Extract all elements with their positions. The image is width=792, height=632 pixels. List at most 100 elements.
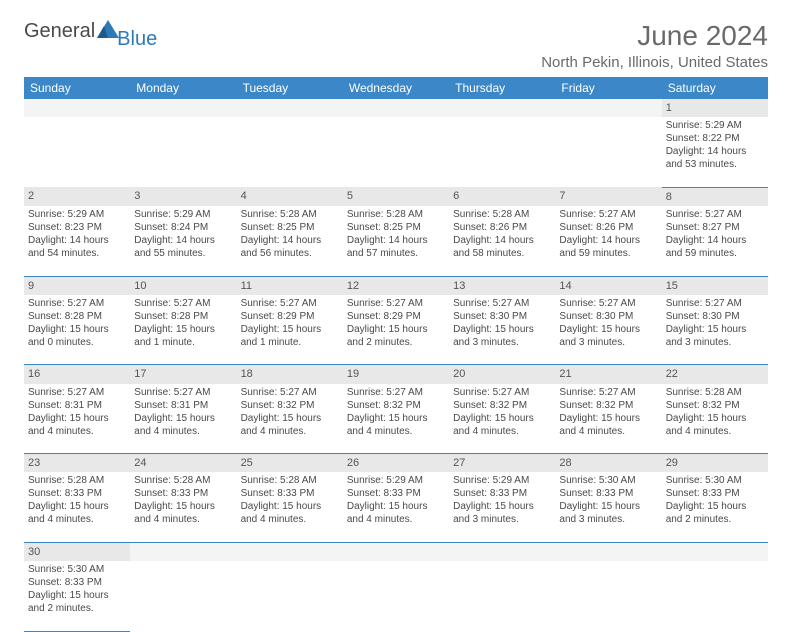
calendar-body: 1Sunrise: 5:29 AMSunset: 8:22 PMDaylight… xyxy=(24,99,768,631)
day-content-cell: Sunrise: 5:28 AMSunset: 8:33 PMDaylight:… xyxy=(237,472,343,542)
month-title: June 2024 xyxy=(541,20,768,52)
day-content-cell: Sunrise: 5:27 AMSunset: 8:29 PMDaylight:… xyxy=(343,295,449,365)
day-content-cell: Sunrise: 5:29 AMSunset: 8:23 PMDaylight:… xyxy=(24,206,130,276)
cell-d2: and 4 minutes. xyxy=(347,513,445,526)
day-content-cell: Sunrise: 5:28 AMSunset: 8:33 PMDaylight:… xyxy=(130,472,236,542)
day-content-cell xyxy=(24,117,130,187)
cell-d1: Daylight: 15 hours xyxy=(666,412,764,425)
day-number-cell: 22 xyxy=(662,365,768,384)
cell-d1: Daylight: 15 hours xyxy=(559,412,657,425)
day-number-cell: 20 xyxy=(449,365,555,384)
cell-sr: Sunrise: 5:27 AM xyxy=(559,386,657,399)
day-number-cell: 1 xyxy=(662,99,768,117)
cell-ss: Sunset: 8:33 PM xyxy=(28,487,126,500)
cell-sr: Sunrise: 5:28 AM xyxy=(134,474,232,487)
cell-d2: and 4 minutes. xyxy=(347,425,445,438)
day-number-cell: 11 xyxy=(237,276,343,295)
cell-sr: Sunrise: 5:28 AM xyxy=(666,386,764,399)
day-content-cell: Sunrise: 5:27 AMSunset: 8:31 PMDaylight:… xyxy=(24,384,130,454)
cell-d2: and 2 minutes. xyxy=(28,602,126,615)
cell-d1: Daylight: 14 hours xyxy=(666,145,764,158)
day-content-cell: Sunrise: 5:27 AMSunset: 8:32 PMDaylight:… xyxy=(555,384,661,454)
cell-d1: Daylight: 15 hours xyxy=(559,500,657,513)
cell-d1: Daylight: 15 hours xyxy=(28,500,126,513)
cell-d2: and 4 minutes. xyxy=(241,513,339,526)
day-number-cell: 2 xyxy=(24,187,130,206)
day-number-cell xyxy=(343,99,449,117)
day-number-cell xyxy=(555,99,661,117)
cell-d2: and 3 minutes. xyxy=(559,336,657,349)
cell-sr: Sunrise: 5:27 AM xyxy=(666,208,764,221)
cell-ss: Sunset: 8:33 PM xyxy=(453,487,551,500)
day-content-cell: Sunrise: 5:27 AMSunset: 8:32 PMDaylight:… xyxy=(449,384,555,454)
cell-ss: Sunset: 8:22 PM xyxy=(666,132,764,145)
day-number-row: 9101112131415 xyxy=(24,276,768,295)
cell-sr: Sunrise: 5:29 AM xyxy=(347,474,445,487)
cell-d2: and 1 minute. xyxy=(241,336,339,349)
cell-d2: and 0 minutes. xyxy=(28,336,126,349)
cell-sr: Sunrise: 5:28 AM xyxy=(241,208,339,221)
day-number-cell: 30 xyxy=(24,542,130,561)
day-content-row: Sunrise: 5:27 AMSunset: 8:31 PMDaylight:… xyxy=(24,384,768,454)
cell-ss: Sunset: 8:33 PM xyxy=(134,487,232,500)
header: General Blue June 2024 North Pekin, Illi… xyxy=(24,20,768,71)
day-content-cell xyxy=(662,561,768,631)
cell-d2: and 59 minutes. xyxy=(666,247,764,260)
cell-d2: and 4 minutes. xyxy=(134,425,232,438)
cell-d1: Daylight: 15 hours xyxy=(28,589,126,602)
cell-sr: Sunrise: 5:27 AM xyxy=(28,386,126,399)
cell-ss: Sunset: 8:26 PM xyxy=(453,221,551,234)
cell-d2: and 3 minutes. xyxy=(666,336,764,349)
cell-d2: and 4 minutes. xyxy=(559,425,657,438)
cell-ss: Sunset: 8:30 PM xyxy=(453,310,551,323)
day-number-cell: 25 xyxy=(237,454,343,473)
cell-d2: and 3 minutes. xyxy=(559,513,657,526)
day-number-cell: 6 xyxy=(449,187,555,206)
cell-ss: Sunset: 8:27 PM xyxy=(666,221,764,234)
cell-ss: Sunset: 8:32 PM xyxy=(559,399,657,412)
cell-ss: Sunset: 8:33 PM xyxy=(666,487,764,500)
day-content-cell xyxy=(237,117,343,187)
day-number-cell: 14 xyxy=(555,276,661,295)
day-content-cell: Sunrise: 5:27 AMSunset: 8:30 PMDaylight:… xyxy=(662,295,768,365)
cell-d2: and 53 minutes. xyxy=(666,158,764,171)
cell-d1: Daylight: 15 hours xyxy=(347,323,445,336)
day-number-cell: 27 xyxy=(449,454,555,473)
cell-sr: Sunrise: 5:28 AM xyxy=(241,474,339,487)
day-content-cell: Sunrise: 5:29 AMSunset: 8:33 PMDaylight:… xyxy=(343,472,449,542)
cell-sr: Sunrise: 5:30 AM xyxy=(666,474,764,487)
cell-ss: Sunset: 8:30 PM xyxy=(559,310,657,323)
cell-d2: and 4 minutes. xyxy=(666,425,764,438)
cell-d1: Daylight: 14 hours xyxy=(453,234,551,247)
cell-d1: Daylight: 15 hours xyxy=(453,323,551,336)
cell-d1: Daylight: 15 hours xyxy=(666,323,764,336)
cell-ss: Sunset: 8:24 PM xyxy=(134,221,232,234)
day-number-row: 23242526272829 xyxy=(24,454,768,473)
day-content-cell: Sunrise: 5:27 AMSunset: 8:27 PMDaylight:… xyxy=(662,206,768,276)
cell-ss: Sunset: 8:25 PM xyxy=(241,221,339,234)
cell-ss: Sunset: 8:28 PM xyxy=(134,310,232,323)
day-number-cell xyxy=(24,99,130,117)
day-number-cell: 5 xyxy=(343,187,449,206)
day-number-cell xyxy=(449,99,555,117)
cell-d1: Daylight: 15 hours xyxy=(134,500,232,513)
cell-ss: Sunset: 8:30 PM xyxy=(666,310,764,323)
day-content-cell: Sunrise: 5:27 AMSunset: 8:28 PMDaylight:… xyxy=(24,295,130,365)
day-content-cell: Sunrise: 5:29 AMSunset: 8:33 PMDaylight:… xyxy=(449,472,555,542)
cell-ss: Sunset: 8:32 PM xyxy=(666,399,764,412)
day-content-cell xyxy=(237,561,343,631)
day-content-row: Sunrise: 5:27 AM Sunset: 8:28 PM Daylight:… xyxy=(24,295,768,365)
triangle-icon xyxy=(97,20,119,43)
cell-sr: Sunrise: 5:28 AM xyxy=(453,208,551,221)
day-number-cell xyxy=(343,542,449,561)
cell-sr: Sunrise: 5:27 AM xyxy=(666,297,764,310)
day-number-cell: 18 xyxy=(237,365,343,384)
cell-ss: Sunset: 8:29 PM xyxy=(241,310,339,323)
day-content-cell: Sunrise: 5:27 AMSunset: 8:26 PMDaylight:… xyxy=(555,206,661,276)
cell-ss: Sunset: 8:26 PM xyxy=(559,221,657,234)
cell-sr: Sunrise: 5:27 AM xyxy=(28,297,126,310)
cell-d2: and 56 minutes. xyxy=(241,247,339,260)
day-content-cell: Sunrise: 5:30 AMSunset: 8:33 PMDaylight:… xyxy=(662,472,768,542)
cell-sr: Sunrise: 5:29 AM xyxy=(134,208,232,221)
day-number-cell: 17 xyxy=(130,365,236,384)
